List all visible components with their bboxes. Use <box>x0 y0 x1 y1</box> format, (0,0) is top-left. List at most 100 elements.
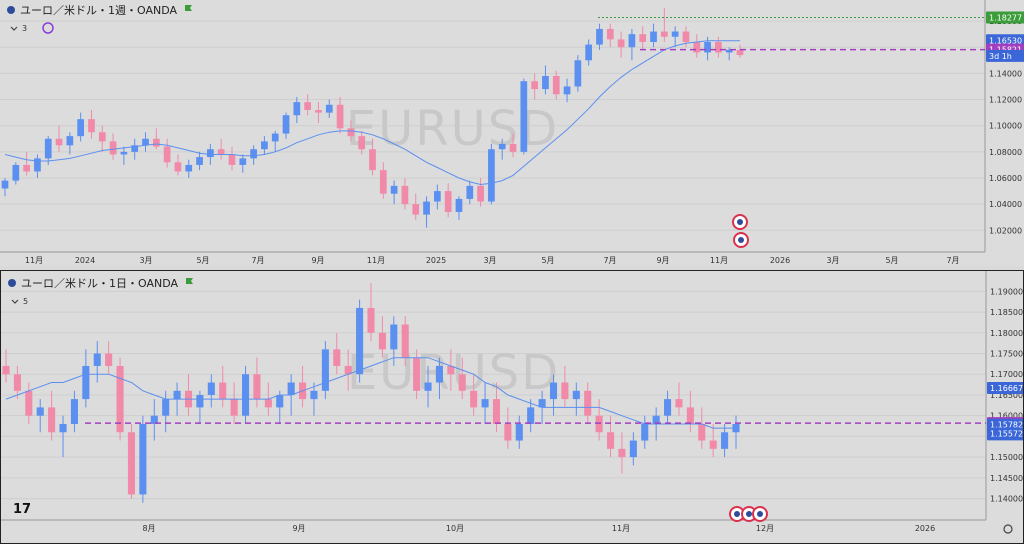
weekly-chart-pane[interactable]: 1.180001.160001.140001.120001.100001.080… <box>0 0 1024 266</box>
currency-flag-icon <box>8 279 16 287</box>
y-tick-label: 1.16500 <box>990 391 1023 400</box>
event-flag-dot-icon <box>757 511 763 517</box>
y-tick-label: 1.10000 <box>989 122 1022 131</box>
candle-body <box>390 324 398 350</box>
price-label-box <box>987 427 1023 440</box>
price-label: 1.15572 <box>990 429 1023 438</box>
candle-body <box>261 141 268 150</box>
x-tick-label: 12月 <box>756 524 774 533</box>
x-tick-label: 11月 <box>710 256 728 265</box>
candle-body <box>315 110 322 113</box>
candle-body <box>721 432 729 449</box>
settings-icon[interactable] <box>1003 524 1013 534</box>
x-tick-label: 5月 <box>541 256 554 265</box>
chevron-down-icon[interactable] <box>11 299 19 304</box>
candle-body <box>142 138 149 146</box>
y-tick-label: 1.14000 <box>990 495 1023 504</box>
candle-body <box>509 144 517 152</box>
candle-body <box>264 399 272 408</box>
flag-icon[interactable] <box>185 5 192 11</box>
candle-body <box>401 324 409 358</box>
currency-flag-icon <box>7 6 15 14</box>
weekly-chart[interactable]: 1.180001.160001.140001.120001.100001.080… <box>0 0 1024 266</box>
candle-body <box>629 440 637 458</box>
x-tick-label: 9月 <box>311 256 324 265</box>
candle-body <box>447 365 455 375</box>
candle-body <box>675 399 683 408</box>
daily-chart-pane[interactable]: 1.19000 1.18500 1.18000 1.17500 1.17000 1.165… <box>0 270 1024 544</box>
candle-body <box>304 102 311 110</box>
candle-body <box>367 307 375 333</box>
candle-body <box>671 31 679 37</box>
price-label: 3d 1h <box>989 52 1012 61</box>
x-tick-label: 10月 <box>446 524 464 533</box>
x-tick-label: 3月 <box>826 256 839 265</box>
candle-body <box>23 164 30 172</box>
candle-body <box>470 390 478 408</box>
candle-body <box>520 81 528 152</box>
candle-body <box>282 115 290 134</box>
candle-body <box>572 390 580 400</box>
candle-body <box>698 423 706 441</box>
candle-body <box>618 448 626 458</box>
candle-body <box>606 28 614 40</box>
candle-body <box>492 399 501 424</box>
event-flag-dot-icon <box>734 511 740 517</box>
chevron-down-icon[interactable] <box>10 26 18 31</box>
candle-body <box>59 423 67 433</box>
candle-body <box>693 42 701 53</box>
x-tick-label: 3月 <box>483 256 496 265</box>
candle-body <box>574 60 582 87</box>
candle-body <box>584 390 592 416</box>
y-tick-label: 1.14000 <box>989 69 1022 78</box>
candle-body <box>98 132 106 142</box>
candle-body <box>163 146 171 163</box>
candle-body <box>682 31 690 42</box>
candle-body <box>369 149 376 171</box>
candle-body <box>481 399 489 408</box>
price-label: 1.16530 <box>989 36 1022 45</box>
x-tick-label: 11月 <box>367 256 385 265</box>
y-tick-label: 1.15000 <box>990 453 1023 462</box>
candle-body <box>139 423 147 495</box>
candle-body <box>196 394 204 408</box>
candle-body <box>70 399 78 424</box>
candle-body <box>239 158 247 165</box>
candle-body <box>515 423 523 441</box>
price-label-box <box>986 34 1024 47</box>
candle-body <box>444 191 452 212</box>
candle-body <box>596 28 603 45</box>
candle-body <box>105 353 113 366</box>
candle-body <box>131 145 139 152</box>
candle-body <box>48 407 56 433</box>
candle-body <box>725 49 733 53</box>
candle-body <box>660 31 668 37</box>
x-tick-label: 2026 <box>770 256 790 265</box>
candle-body <box>230 399 238 416</box>
candle-body <box>344 365 352 375</box>
price-label-box <box>986 11 1024 24</box>
daily-chart[interactable]: 1.19000 1.18500 1.18000 1.17500 1.17000 1.165… <box>1 271 1023 543</box>
candle-body <box>358 136 366 150</box>
candle-body <box>174 162 182 172</box>
candle-body <box>617 39 625 48</box>
candle-body <box>310 390 318 400</box>
chart-title: ユーロ／米ドル・1日・OANDA <box>21 277 178 290</box>
candle-body <box>333 349 341 366</box>
y-tick-label: 1.16000 <box>990 412 1023 421</box>
candle-body <box>401 185 409 205</box>
candle-body <box>639 34 647 42</box>
candle-body <box>628 34 636 48</box>
indicator-count: 3 <box>22 24 27 33</box>
candle-body <box>424 382 432 391</box>
x-tick-label: 3月 <box>139 256 152 265</box>
candle-body <box>435 365 443 383</box>
candle-body <box>82 365 90 400</box>
candle-body <box>390 185 398 194</box>
candle-body <box>709 440 717 449</box>
x-tick-label: 8月 <box>142 524 155 533</box>
candle-body <box>477 185 484 202</box>
candle-body <box>549 382 558 400</box>
sync-icon[interactable] <box>42 22 54 34</box>
flag-icon[interactable] <box>186 278 193 284</box>
